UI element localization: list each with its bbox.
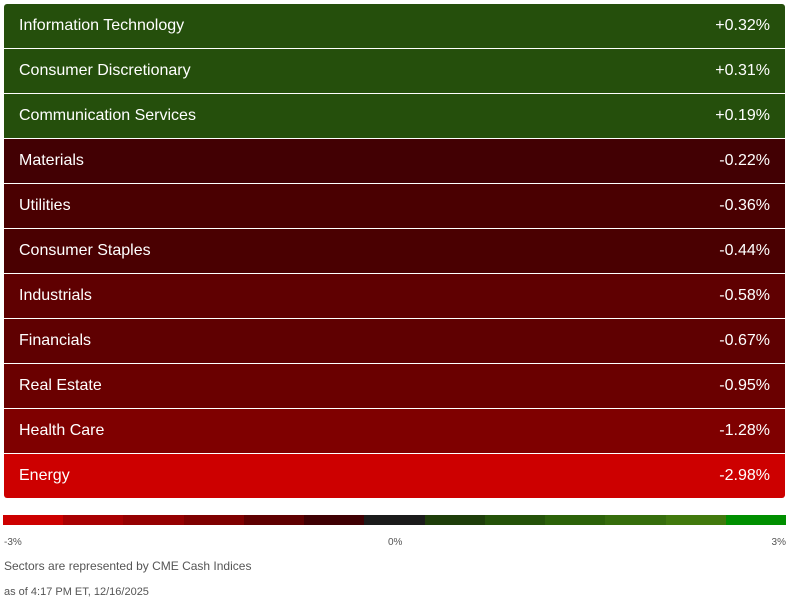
sector-name: Real Estate (19, 377, 102, 394)
sector-row[interactable]: Consumer Staples -0.44% (4, 229, 785, 274)
legend-swatch (3, 515, 64, 525)
as-of-timestamp: as of 4:17 PM ET, 12/16/2025 (4, 586, 149, 598)
sector-change: +0.31% (715, 62, 770, 79)
legend-max-label: 3% (771, 537, 786, 548)
legend-swatch (725, 515, 787, 525)
color-scale-legend (3, 515, 787, 525)
legend-swatch (424, 515, 485, 525)
sector-change: -0.67% (719, 332, 770, 349)
sector-row[interactable]: Information Technology +0.32% (4, 4, 785, 49)
sector-row[interactable]: Utilities -0.36% (4, 184, 785, 229)
legend-swatch (545, 515, 606, 525)
legend-swatch (123, 515, 184, 525)
sector-row[interactable]: Communication Services +0.19% (4, 94, 785, 139)
sector-name: Utilities (19, 197, 71, 214)
sector-change: -0.36% (719, 197, 770, 214)
sector-row[interactable]: Real Estate -0.95% (4, 364, 785, 409)
legend-min-label: -3% (4, 537, 22, 548)
sector-name: Materials (19, 152, 84, 169)
sector-row[interactable]: Health Care -1.28% (4, 409, 785, 454)
sector-change: +0.19% (715, 107, 770, 124)
sector-performance-table: Information Technology +0.32% Consumer Dis… (4, 4, 785, 498)
sector-change: -2.98% (719, 467, 770, 484)
sector-change: +0.32% (715, 17, 770, 34)
sector-row[interactable]: Industrials -0.58% (4, 274, 785, 319)
sector-name: Consumer Discretionary (19, 62, 191, 79)
legend-swatch (605, 515, 666, 525)
sector-row[interactable]: Energy -2.98% (4, 454, 785, 498)
legend-swatch (304, 515, 365, 525)
sector-row[interactable]: Financials -0.67% (4, 319, 785, 364)
sector-row[interactable]: Materials -0.22% (4, 139, 785, 184)
sector-name: Information Technology (19, 17, 185, 34)
sector-name: Industrials (19, 287, 92, 304)
sector-row[interactable]: Consumer Discretionary +0.31% (4, 49, 785, 94)
sector-change: -0.22% (719, 152, 770, 169)
legend-mid-label: 0% (388, 537, 403, 548)
legend-swatch (243, 515, 305, 525)
sector-name: Financials (19, 332, 92, 349)
sector-name: Health Care (19, 422, 105, 439)
sector-change: -0.95% (719, 377, 770, 394)
sector-name: Consumer Staples (19, 242, 151, 259)
sector-change: -0.44% (719, 242, 770, 259)
legend-swatch (484, 515, 546, 525)
legend-swatch (63, 515, 124, 525)
sector-change: -0.58% (719, 287, 770, 304)
sector-change: -1.28% (719, 422, 770, 439)
source-note: Sectors are represented by CME Cash Indi… (4, 559, 252, 573)
sector-name: Energy (19, 467, 70, 484)
legend-swatch (364, 515, 425, 525)
sector-name: Communication Services (19, 107, 196, 124)
legend-swatch (183, 515, 244, 525)
legend-swatch (665, 515, 726, 525)
